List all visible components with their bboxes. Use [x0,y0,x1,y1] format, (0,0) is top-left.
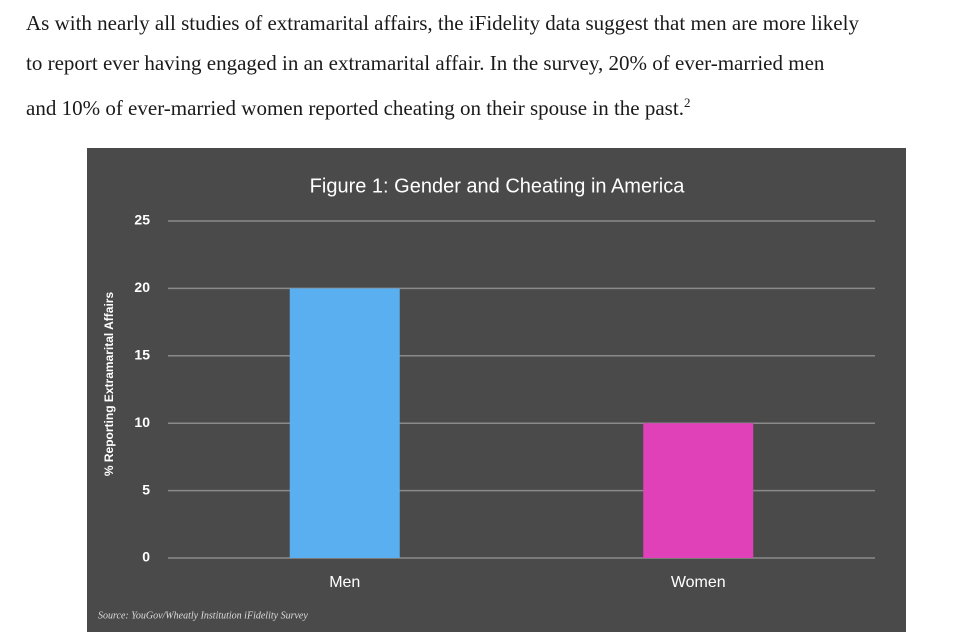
x-tick-label: Women [671,574,726,591]
paragraph: As with nearly all studies of extramarit… [26,4,976,123]
y-tick-label: 0 [142,549,150,565]
text-line: As with nearly all studies of extramarit… [26,11,859,35]
y-tick-label: 10 [134,414,150,430]
chart-title: Figure 1: Gender and Cheating in America [310,175,686,197]
y-tick-label: 5 [142,481,150,497]
bar [643,423,754,558]
y-tick-label: 20 [134,279,150,295]
y-tick-label: 25 [134,212,150,228]
footnote-ref: 2 [683,95,691,110]
y-axis-label: % Reporting Extramarital Affairs [102,292,116,477]
bar [289,288,400,558]
text-line: and 10% of ever-married women reported c… [26,83,976,123]
y-tick-label: 15 [134,347,150,363]
text-line: and 10% of ever-married women reported c… [26,96,684,120]
text-line: to report ever having engaged in an extr… [26,50,825,75]
chart-background [87,148,906,632]
source-note: Source: YouGov/Wheatly Institution iFide… [98,610,308,621]
x-tick-label: Men [329,574,360,591]
